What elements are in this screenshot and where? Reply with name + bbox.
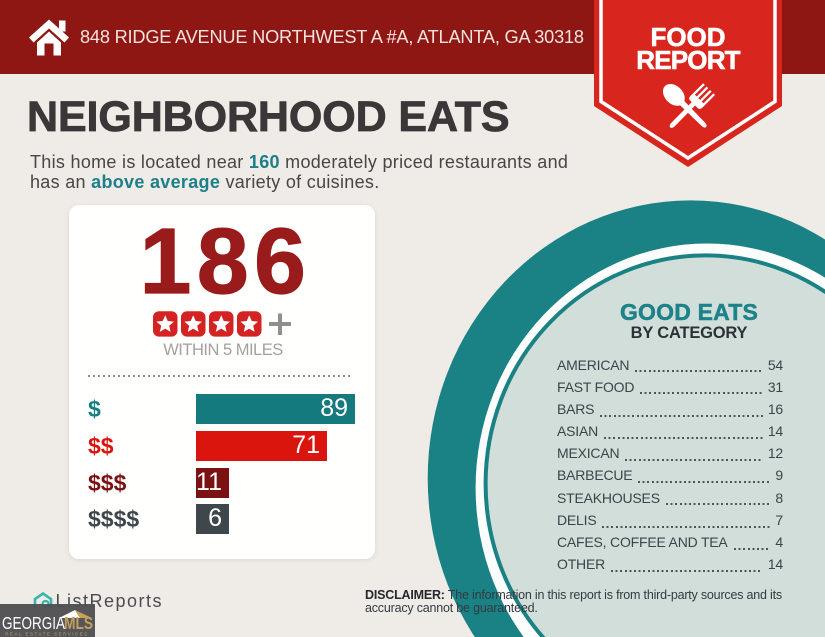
svg-text:FOOD: FOOD	[650, 22, 725, 52]
svg-text:MLS: MLS	[64, 613, 93, 633]
svg-text:GEORGIA: GEORGIA	[2, 613, 65, 633]
svg-text:REPORT: REPORT	[636, 45, 740, 75]
svg-text:REAL ESTATE SERVICES: REAL ESTATE SERVICES	[5, 632, 89, 637]
